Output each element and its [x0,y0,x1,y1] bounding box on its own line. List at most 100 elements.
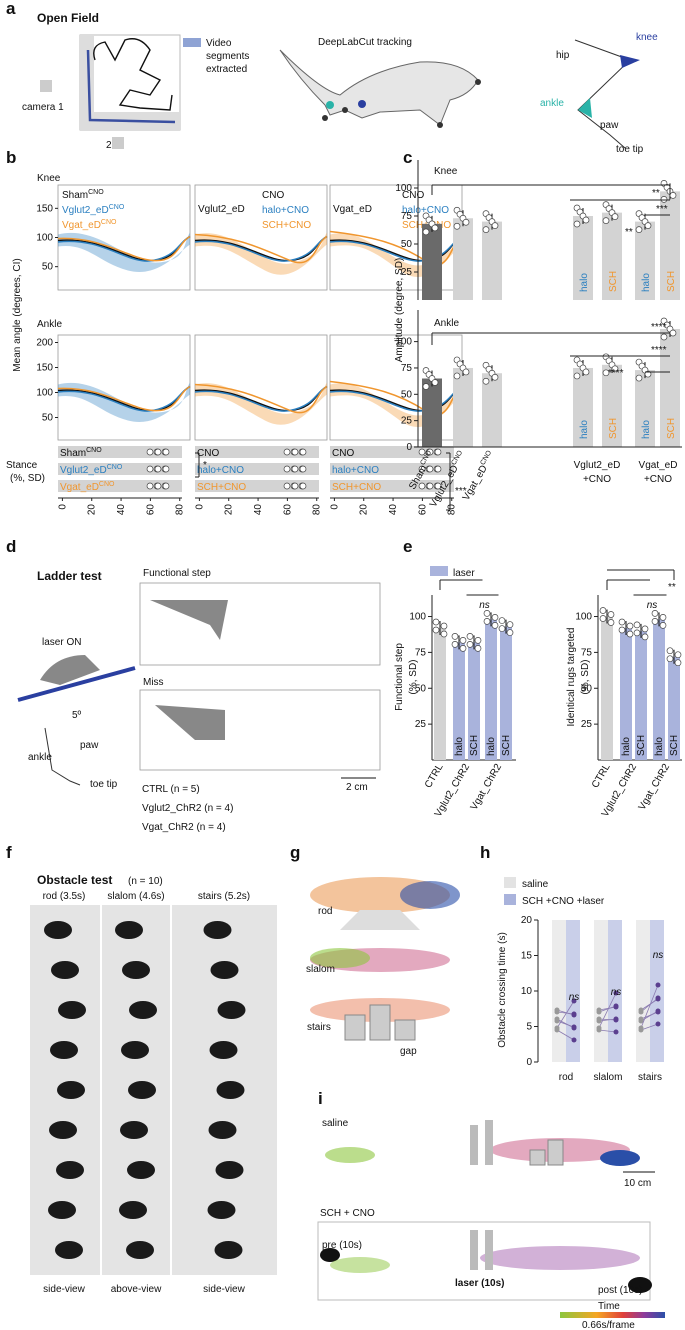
x-tick-label: 40 [116,504,127,516]
stance-point [434,448,442,456]
panel-label: a [6,0,16,18]
data-point [633,629,641,637]
data-point [596,1016,602,1022]
view-label: side-view [43,1284,85,1295]
bar [500,626,512,760]
bar [468,642,480,760]
data-point [582,368,590,376]
data-point [451,632,459,640]
data-point [482,377,490,385]
mouse [56,1161,84,1179]
data-point [571,1037,577,1043]
stance-point [154,448,162,456]
legend-text: ShamCNO [62,189,104,201]
mouse [121,1041,149,1059]
bar [482,221,502,300]
label-superscript: CNO [88,189,104,196]
stance-text: ShamCNO [60,447,102,459]
data-point [660,333,668,341]
label-text: Sham [62,190,88,201]
data-point [666,647,674,655]
y-tick-label: 10 [521,986,533,997]
open-field-arena [40,34,201,149]
legend-text: laser [453,568,475,579]
y-tick-label: 5 [526,1022,532,1033]
mean-curve [329,385,463,412]
stance-point [162,482,170,490]
data-point [674,651,682,659]
x-tick-label: 20 [224,504,235,516]
significance: **** [651,322,667,333]
data-point [655,1009,661,1015]
stance-point [299,465,307,473]
x-tick-label: 60 [417,504,428,516]
significance: ** [668,582,676,593]
bar [620,628,632,760]
stance-point [299,448,307,456]
data-point [482,226,490,233]
annotation: 5º [72,710,82,721]
x-tick-label: 20 [87,504,98,516]
mean-curve [194,235,328,262]
trace-line [598,992,617,1029]
data-point [491,373,499,381]
x-tick-label: Vgat_eDCNO [460,449,498,503]
label-superscript: CNO [86,447,102,454]
data-point [554,1025,560,1031]
group-label: Vglut2_ChR2 (n = 4) [142,803,233,814]
data-point [491,622,499,629]
mouse [58,1001,86,1019]
trace-line [640,984,659,1029]
mean-curve [194,383,328,414]
legend-text: SCH +CNO +laser [522,896,605,907]
data-point [453,372,461,380]
mouse [44,921,72,939]
bar-label: SCH [666,271,677,292]
group-label: CTRL (n = 5) [142,784,200,795]
data-point [506,629,514,636]
data-point [638,1025,644,1031]
data-point [431,379,439,386]
bar [482,373,502,447]
label-text: Vglut2_eD [60,465,107,476]
annotation: laser ON [42,637,81,648]
data-point [641,625,649,633]
column-title: stairs (5.2s) [198,891,250,902]
stance-text: Vglut2_eDCNO [60,464,123,476]
x-tick-label: 20 [359,504,370,516]
joint-label: knee [636,32,658,43]
bar-label: halo [621,737,632,756]
label-superscript: CNO [99,481,115,488]
trace-line [598,1029,617,1033]
panel-label: f [6,843,12,862]
legend-text: Vglut2_eDCNO [62,204,125,216]
stance-point [146,448,154,456]
obstacle-label: stairs [307,1022,331,1033]
mouse [207,1201,236,1219]
label-superscript: CNO [479,449,493,466]
section-title: Ankle [434,318,459,329]
x-tick-label: 80 [175,504,186,516]
y-axis-label: Functional step [394,643,405,711]
stance-text: CNO [332,448,354,459]
stance-point [291,482,299,490]
label-text: Vglut2_eD [62,205,109,216]
plot-frame [194,184,328,291]
significance: * [203,460,207,471]
obstacle-overlay [310,877,460,1041]
scale-label: 2 cm [346,782,368,793]
data-point [596,1007,602,1013]
y-tick-label: 15 [521,951,533,962]
plot-frame [194,334,328,441]
data-point [474,636,482,644]
data-point [506,621,514,628]
column-title: slalom (4.6s) [107,891,164,902]
ladder-drawing [17,582,381,786]
x-tick-label: Vglut2_eDCNO [427,449,469,509]
data-point [554,1016,560,1022]
y-tick-label: 100 [395,337,412,348]
trace-line [640,1023,659,1031]
y-tick-label: 150 [36,203,53,214]
column-bg [552,920,566,1062]
x-tick-label: +CNO [644,474,672,485]
